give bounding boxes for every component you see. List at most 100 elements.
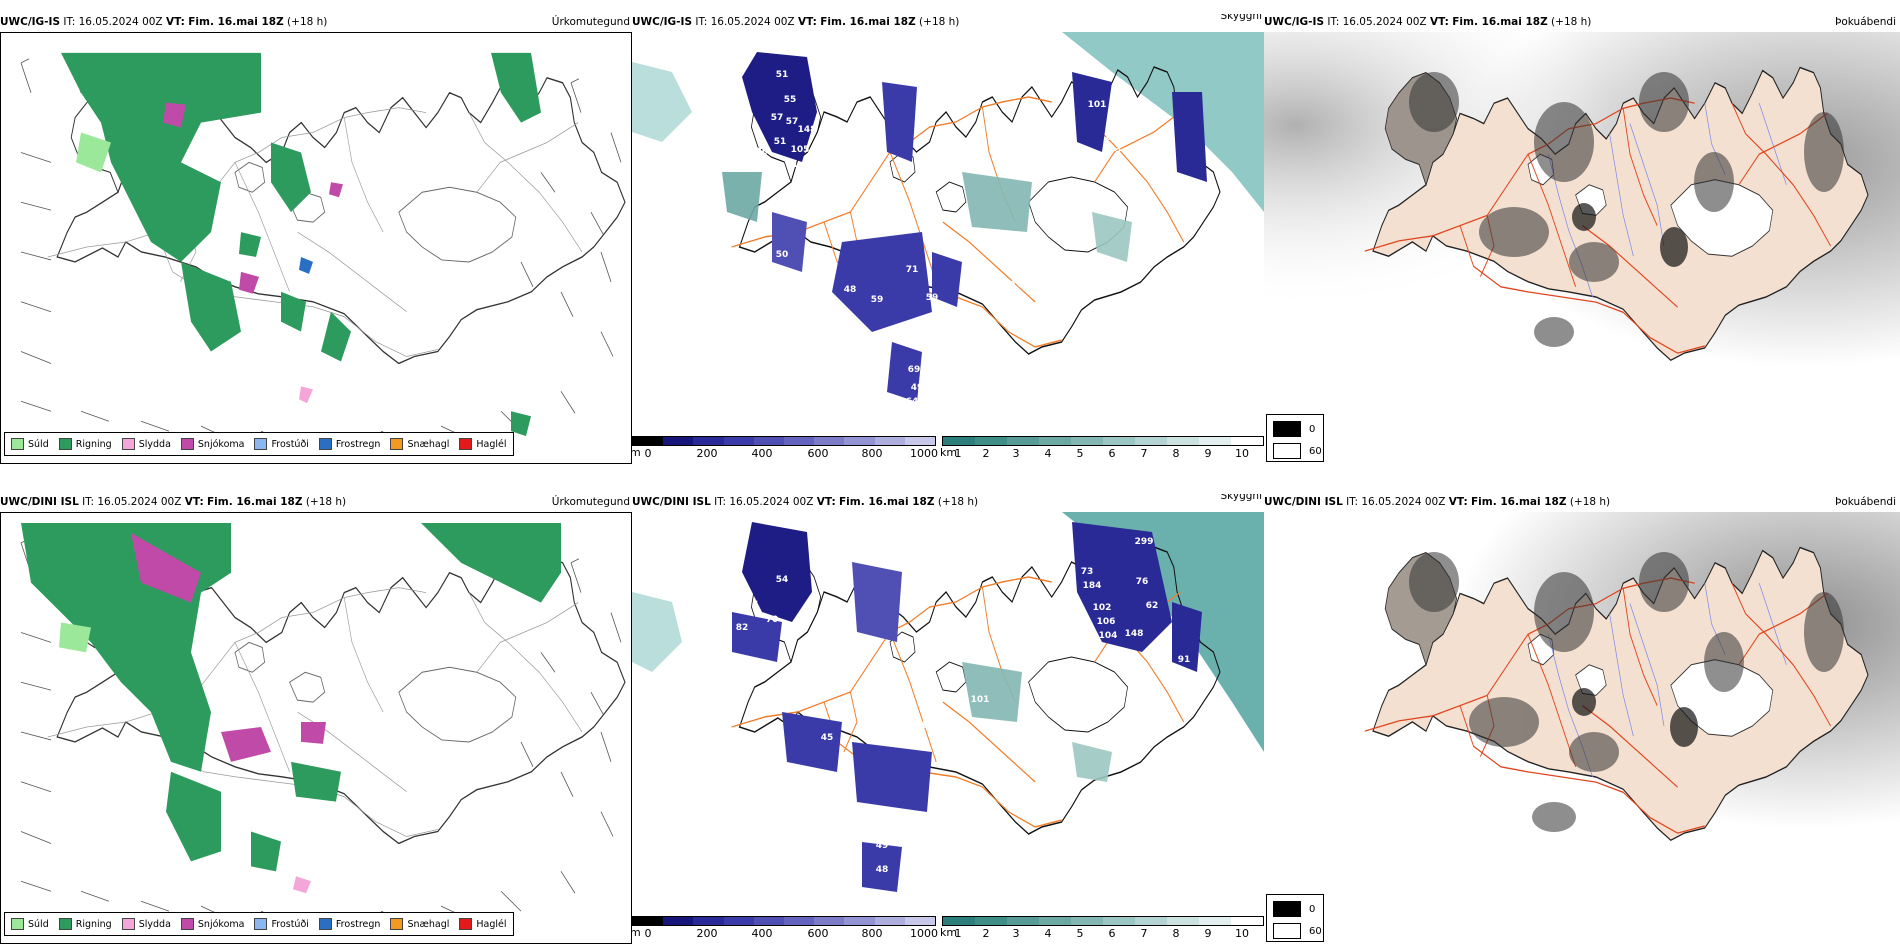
tick-label: 1 bbox=[954, 927, 962, 940]
tick-label: 200 bbox=[696, 927, 718, 940]
panel-title: UWC/IG-IS IT: 16.05.2024 00Z VT: Fim. 16… bbox=[632, 14, 1264, 30]
fog-panel-top: UWC/IG-IS IT: 16.05.2024 00Z VT: Fim. 16… bbox=[1264, 14, 1900, 464]
cb-label: 148 bbox=[1125, 629, 1144, 639]
cb-label: 51 bbox=[776, 70, 789, 80]
cb-label: 70 bbox=[756, 147, 769, 157]
cloud-map-svg: 54 56 70 67 82 73 184 76 102 106 62 104 … bbox=[632, 512, 1264, 910]
valid-time: Fim. 16.mai 18Z bbox=[1471, 496, 1567, 508]
visibility-unit: km bbox=[940, 926, 958, 939]
panel-title: UWC/DINI ISL IT: 16.05.2024 00Z VT: Fim.… bbox=[1264, 494, 1900, 510]
tick-label: 9 bbox=[1204, 447, 1212, 460]
cloudbase-ticks: 0 200 400 600 800 1000 bbox=[632, 446, 939, 460]
it-prefix: IT: bbox=[1346, 496, 1359, 508]
fog-legend-item: 0 bbox=[1273, 901, 1323, 917]
tick-label: 4 bbox=[1044, 927, 1052, 940]
valid-time: Fim. 16.mai 18Z bbox=[1452, 16, 1548, 28]
fog-legend: 0 60 bbox=[1266, 894, 1324, 942]
fog-legend-item: 60 bbox=[1273, 923, 1323, 939]
cb-label: 46 bbox=[1126, 115, 1139, 125]
cb-label: 55 bbox=[784, 95, 797, 105]
fog-map-svg bbox=[1264, 32, 1900, 404]
cb-label: 13 bbox=[1104, 133, 1117, 143]
cb-label: 48 bbox=[844, 285, 857, 295]
it-prefix: IT: bbox=[695, 16, 708, 28]
cloud-map-svg: 51 55 57 57 148 51 70 105 51 50 48 59 71… bbox=[632, 32, 1264, 430]
vt-prefix: VT: bbox=[184, 496, 204, 508]
model-name: UWC/DINI ISL bbox=[0, 496, 79, 508]
cloudbase-colorbar: 0 200 400 600 800 1000 m bbox=[632, 436, 939, 460]
cb-label: 109 bbox=[1143, 145, 1162, 155]
tick-label: 5 bbox=[1076, 447, 1084, 460]
vt-prefix: VT: bbox=[1429, 16, 1449, 28]
lead-time: (+18 h) bbox=[1551, 16, 1592, 28]
legend-item-frostudi: Frostúði bbox=[254, 438, 309, 450]
init-time: 16.05.2024 00Z bbox=[729, 496, 814, 508]
cb-label: 70 bbox=[786, 767, 799, 777]
cb-label: 54 bbox=[776, 575, 789, 585]
precip-legend: Súld Rigning Slydda Snjókoma Frostúði Fr… bbox=[4, 912, 514, 936]
legend-item-haglel: Haglél bbox=[459, 438, 507, 450]
visibility-colorbar: 1 2 3 4 5 6 7 8 9 10 km bbox=[940, 916, 1264, 940]
tick-label: 0 bbox=[644, 447, 652, 460]
cloud-base-labels: 51 55 57 57 148 51 70 105 51 50 48 59 71… bbox=[756, 70, 1162, 410]
cb-label: 48 bbox=[876, 865, 889, 875]
init-time: 16.05.2024 00Z bbox=[1361, 496, 1446, 508]
cb-label: 102 bbox=[1093, 603, 1112, 613]
tick-label: 400 bbox=[751, 927, 773, 940]
legend-item-rigning: Rigning bbox=[58, 438, 112, 450]
legend-label: Snjókoma bbox=[197, 918, 245, 930]
legend-label: Frostregn bbox=[335, 918, 381, 930]
panel-title: UWC/DINI ISL IT: 16.05.2024 00Z VT: Fim.… bbox=[0, 494, 632, 510]
cloud-base-areas bbox=[722, 52, 1207, 402]
fog-legend-label: 60 bbox=[1309, 445, 1322, 457]
panel-label: Úrkomutegund bbox=[551, 496, 630, 508]
fog-legend-label: 0 bbox=[1309, 423, 1316, 435]
precip-map bbox=[0, 32, 632, 464]
legend-label: Rigning bbox=[75, 918, 112, 930]
fog-dark-areas bbox=[1409, 552, 1844, 832]
valid-time: Fim. 16.mai 18Z bbox=[820, 16, 916, 28]
cloudbase-bar bbox=[632, 436, 936, 446]
cb-label: 180 bbox=[903, 741, 922, 751]
fog-map bbox=[1264, 32, 1900, 404]
lead-time: (+18 h) bbox=[919, 16, 960, 28]
cb-label: 49 bbox=[911, 383, 924, 393]
legend-label: Frostúði bbox=[271, 918, 309, 930]
panel-label: Þokuábendi bbox=[1835, 496, 1896, 508]
tick-label: 1 bbox=[954, 447, 962, 460]
init-time: 16.05.2024 00Z bbox=[710, 16, 795, 28]
tick-label: 600 bbox=[807, 927, 829, 940]
fog-panel-bottom: UWC/DINI ISL IT: 16.05.2024 00Z VT: Fim.… bbox=[1264, 494, 1900, 944]
cb-label: 111 bbox=[921, 721, 940, 731]
cloudbase-ticks: 0 200 400 600 800 1000 bbox=[632, 926, 939, 940]
cloudbase-colorbar: 0 200 400 600 800 1000 m bbox=[632, 916, 939, 940]
it-prefix: IT: bbox=[82, 496, 95, 508]
tick-label: 8 bbox=[1172, 447, 1180, 460]
lead-time: (+18 h) bbox=[287, 16, 328, 28]
panel-label: Skyggni bbox=[1220, 494, 1263, 502]
legend-item-snaehagl: Snæhagl bbox=[390, 438, 449, 450]
cb-label: 105 bbox=[791, 145, 810, 155]
cb-label: 73 bbox=[1081, 567, 1094, 577]
tick-label: 4 bbox=[1044, 447, 1052, 460]
cloudbase-unit: m bbox=[632, 446, 641, 459]
legend-item-sudl: Súld bbox=[11, 438, 49, 450]
visibility-ticks: 1 2 3 4 5 6 7 8 9 10 bbox=[942, 446, 1264, 460]
fog-legend: 0 60 bbox=[1266, 414, 1324, 462]
fog-legend-label: 0 bbox=[1309, 903, 1316, 915]
precip-map bbox=[0, 512, 632, 944]
cb-label: 51 bbox=[786, 160, 799, 170]
legend-label: Súld bbox=[28, 918, 49, 930]
legend-label: Frostúði bbox=[271, 438, 309, 450]
visibility-bar bbox=[942, 916, 1264, 926]
cb-label: 57 bbox=[771, 113, 784, 123]
fog-map bbox=[1264, 512, 1900, 884]
cloud-panel-top: UWC/IG-IS IT: 16.05.2024 00Z VT: Fim. 16… bbox=[632, 14, 1264, 464]
tick-label: 8 bbox=[1172, 927, 1180, 940]
precip-rain-areas bbox=[21, 522, 561, 894]
panel-label: Úrkomutegund bbox=[551, 16, 630, 28]
tick-label: 6 bbox=[1108, 447, 1116, 460]
cb-label: 59 bbox=[871, 295, 884, 305]
cb-label: 104 bbox=[1011, 280, 1030, 290]
legend-item-snaehagl: Snæhagl bbox=[390, 918, 449, 930]
